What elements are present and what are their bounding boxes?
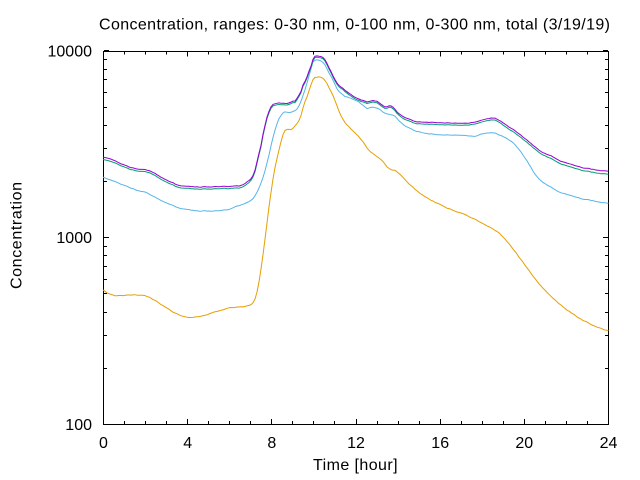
- svg-text:Concentration: Concentration: [8, 182, 25, 289]
- svg-text:16: 16: [431, 435, 449, 452]
- svg-text:12: 12: [347, 435, 365, 452]
- svg-text:24: 24: [600, 435, 618, 452]
- svg-text:1000: 1000: [56, 230, 92, 247]
- svg-text:Time [hour]: Time [hour]: [313, 457, 398, 474]
- svg-text:8: 8: [267, 435, 276, 452]
- svg-text:100: 100: [65, 417, 92, 434]
- svg-text:10000: 10000: [48, 44, 93, 61]
- svg-text:Concentration, ranges: 0-30 nm: Concentration, ranges: 0-30 nm, 0-100 nm…: [99, 17, 610, 34]
- svg-text:20: 20: [515, 435, 533, 452]
- svg-text:0: 0: [99, 435, 108, 452]
- svg-text:4: 4: [183, 435, 192, 452]
